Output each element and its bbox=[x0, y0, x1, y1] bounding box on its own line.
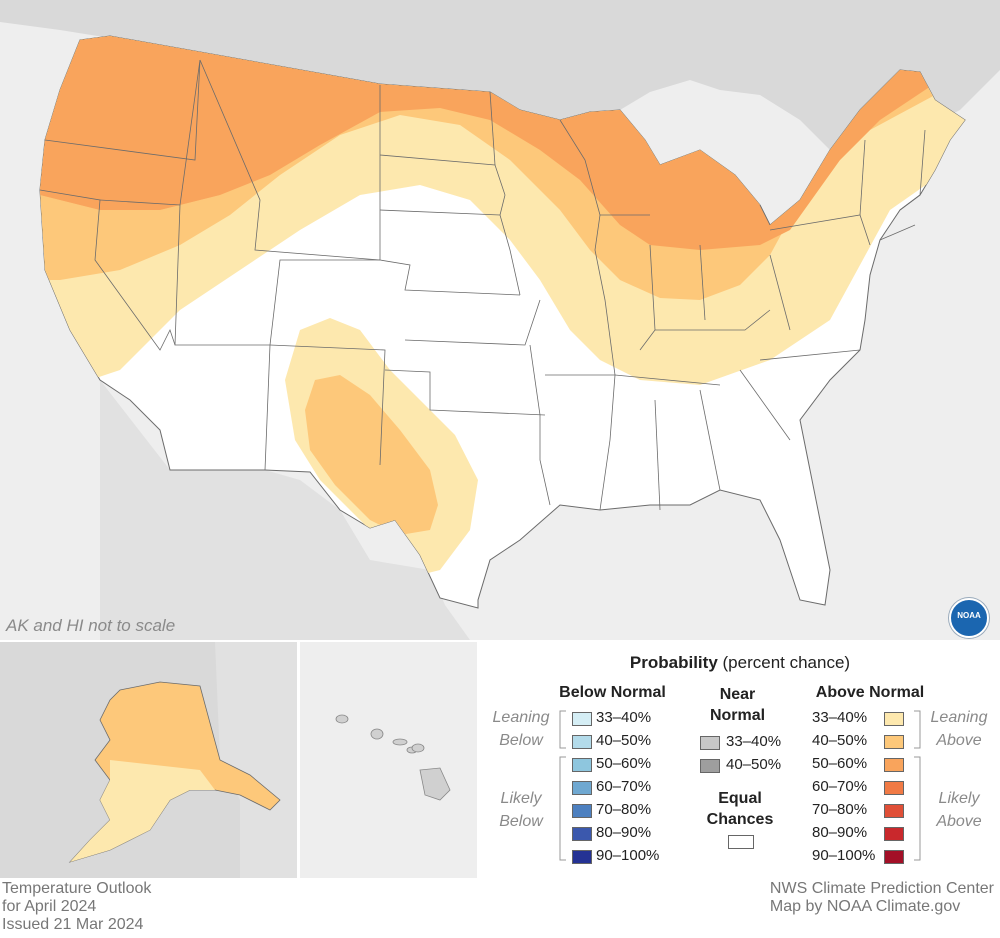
above-row-label: 90–100% bbox=[812, 847, 876, 864]
footer-source: NWS Climate Prediction Center bbox=[769, 880, 994, 897]
below-row-label: 33–40% bbox=[596, 709, 652, 726]
alaska-lean-33-40 bbox=[70, 760, 215, 862]
noaa-logo-text: NOAA bbox=[957, 611, 981, 620]
leaning-above-line2: Above bbox=[936, 732, 982, 749]
leaning-below-line2: Below bbox=[499, 732, 543, 749]
noaa-logo: NOAA bbox=[949, 598, 989, 638]
sw-above-40-50-region bbox=[305, 375, 438, 535]
above-row-swatch bbox=[884, 758, 904, 772]
alaska-land-canada bbox=[215, 642, 297, 878]
near-row-swatch bbox=[700, 759, 720, 773]
likely-above-line1: Likely bbox=[938, 790, 980, 807]
below-row-swatch bbox=[572, 850, 592, 864]
below-row-swatch bbox=[572, 781, 592, 795]
above-row-label: 33–40% bbox=[812, 709, 868, 726]
leaning-below-line1: Leaning bbox=[492, 709, 550, 726]
footer-right: NWS Climate Prediction Center Map by NOA… bbox=[770, 880, 994, 916]
below-normal-heading: Below Normal bbox=[559, 684, 666, 701]
hawaii-islands bbox=[335, 714, 451, 801]
likely-above-line2: Above bbox=[936, 813, 982, 830]
below-row-swatch bbox=[572, 827, 592, 841]
likely-below-line1: Likely bbox=[500, 790, 542, 807]
near-normal-heading-line2: Normal bbox=[709, 707, 766, 724]
legend-title-bold: Probability bbox=[629, 653, 718, 672]
canada-land bbox=[0, 0, 1000, 160]
below-row-label: 90–100% bbox=[596, 847, 660, 864]
equal-chances-line2: Chances bbox=[706, 811, 774, 828]
equal-chances-heading: Equal Chances bbox=[690, 788, 790, 830]
legend-title-rest: (percent chance) bbox=[717, 653, 851, 672]
footer-period: for April 2024 bbox=[2, 898, 97, 915]
equal-chances-line1: Equal bbox=[718, 790, 762, 807]
legend-title: Probability (percent chance) bbox=[480, 653, 1000, 673]
above-row-label: 40–50% bbox=[812, 732, 868, 749]
below-row-label: 50–60% bbox=[596, 755, 652, 772]
above-row-swatch bbox=[884, 827, 904, 841]
leaning-above-label: Leaning Above bbox=[922, 706, 996, 752]
footer-left: Temperature Outlook for April 2024 Issue… bbox=[2, 880, 151, 934]
below-row-swatch bbox=[572, 758, 592, 772]
footer-title: Temperature Outlook bbox=[2, 880, 152, 897]
near-row-label: 40–50% bbox=[726, 756, 782, 773]
near-normal-heading-line1: Near bbox=[719, 686, 756, 703]
above-row-swatch bbox=[884, 712, 904, 726]
above-row-swatch bbox=[884, 804, 904, 818]
footer-issued: Issued 21 Mar 2024 bbox=[2, 916, 144, 933]
below-row-label: 80–90% bbox=[596, 824, 652, 841]
above-row-swatch bbox=[884, 735, 904, 749]
above-row-label: 70–80% bbox=[812, 801, 868, 818]
legend-brackets bbox=[559, 710, 921, 861]
above-row-swatch bbox=[884, 850, 904, 864]
hawaii-inset-background bbox=[300, 642, 477, 878]
near-row-label: 33–40% bbox=[726, 733, 782, 750]
below-row-swatch bbox=[572, 804, 592, 818]
above-row-swatch bbox=[884, 781, 904, 795]
likely-below-line2: Below bbox=[499, 813, 543, 830]
likely-below-label: Likely Below bbox=[484, 787, 558, 833]
above-normal-heading: Above Normal bbox=[815, 684, 925, 701]
leaning-below-label: Leaning Below bbox=[484, 706, 558, 752]
near-normal-heading: Near Normal bbox=[690, 684, 785, 726]
above-row-label: 60–70% bbox=[812, 778, 868, 795]
mexico-land bbox=[100, 380, 470, 640]
state-boundaries bbox=[39, 59, 926, 511]
leaning-above-line1: Leaning bbox=[930, 709, 988, 726]
below-row-swatch bbox=[572, 735, 592, 749]
scale-note: AK and HI not to scale bbox=[6, 616, 176, 635]
below-row-label: 40–50% bbox=[596, 732, 652, 749]
above-row-label: 50–60% bbox=[812, 755, 868, 772]
near-row-swatch bbox=[700, 736, 720, 750]
likely-above-label: Likely Above bbox=[922, 787, 996, 833]
below-row-swatch bbox=[572, 712, 592, 726]
footer-credit: Map by NOAA Climate.gov bbox=[769, 898, 961, 915]
below-row-label: 70–80% bbox=[596, 801, 652, 818]
equal-chances-swatch bbox=[728, 835, 754, 849]
below-row-label: 60–70% bbox=[596, 778, 652, 795]
above-row-label: 80–90% bbox=[812, 824, 868, 841]
